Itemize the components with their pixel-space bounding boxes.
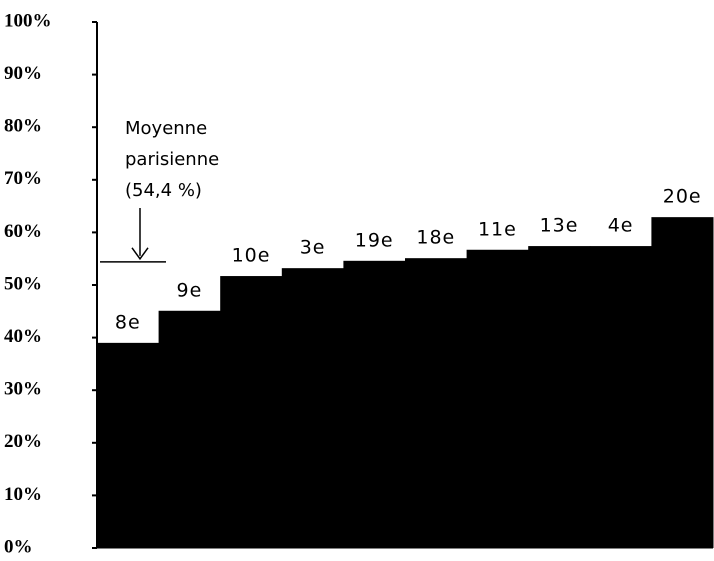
- category-label: 3e: [300, 237, 326, 259]
- category-label: 10e: [232, 245, 271, 267]
- y-tick-label: 50%: [4, 273, 42, 294]
- bar: [158, 310, 221, 548]
- annotation: parisienne: [125, 149, 219, 170]
- y-tick-label: 10%: [4, 484, 42, 505]
- category-label: 13e: [540, 215, 579, 237]
- bar: [405, 258, 468, 548]
- y-tick-label: 90%: [4, 63, 42, 84]
- bar: [466, 249, 529, 548]
- bar: [343, 260, 406, 548]
- y-tick-label: 100%: [4, 10, 52, 31]
- y-tick-label: 70%: [4, 168, 42, 189]
- category-label: 19e: [355, 229, 394, 251]
- bar: [97, 342, 160, 548]
- bar: [528, 246, 591, 549]
- arrow-head: [131, 247, 149, 261]
- y-tick-label: 80%: [4, 116, 42, 137]
- category-label: 18e: [416, 227, 455, 249]
- y-tick-label: 60%: [4, 221, 42, 242]
- annotation: (54,4 %): [125, 180, 202, 201]
- category-label: 8e: [115, 311, 141, 333]
- bar: [651, 217, 714, 548]
- category-label: 11e: [478, 218, 517, 240]
- bar: [589, 246, 652, 549]
- category-label: 20e: [663, 186, 702, 208]
- annotation: Moyenne: [125, 118, 207, 139]
- y-tick-label: 0%: [4, 536, 33, 557]
- category-label: 4e: [608, 215, 634, 237]
- bar: [220, 276, 283, 548]
- bar: [281, 268, 344, 548]
- y-tick-label: 40%: [4, 326, 42, 347]
- y-tick-label: 20%: [4, 431, 42, 452]
- y-tick-label: 30%: [4, 379, 42, 400]
- category-label: 9e: [177, 279, 203, 301]
